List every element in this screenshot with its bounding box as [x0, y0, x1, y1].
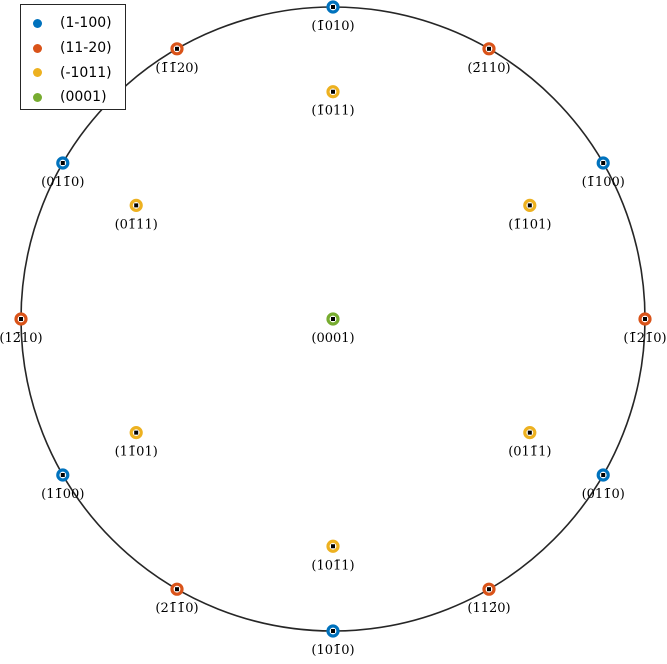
pole-label: (011̄0) [582, 487, 625, 502]
pole-label: (1̄100) [582, 175, 625, 190]
pole-label: (1̄011) [311, 104, 354, 119]
pole-marker-center [134, 430, 139, 435]
pole-marker-center [487, 46, 491, 51]
legend-label: (-1011) [60, 64, 112, 81]
pole-label: (1̄101) [508, 217, 551, 232]
pole-marker-center [487, 587, 491, 592]
legend-marker [33, 18, 42, 28]
legend: (1-100) (11-20) (-1011) (0001) [20, 4, 126, 110]
pole-marker-center [601, 473, 606, 477]
pole-marker-center [175, 587, 179, 592]
pole-label: (112̄0) [467, 601, 510, 616]
pole-marker-center [175, 46, 179, 51]
pole-marker-center [134, 203, 139, 208]
pole-label: (21̄1̄0) [155, 601, 198, 616]
pole-marker-center [527, 430, 532, 435]
pole-label: (01̄11) [115, 217, 158, 232]
pole-labels: (1̄010) (1̄100) (011̄0) (11̄00) (101̄0) (011̄… [0, 19, 667, 658]
pole-label: (101̄1) [311, 558, 354, 573]
pole-marker-center [331, 5, 335, 9]
pole-marker-center [19, 317, 23, 321]
pole-marker-center [331, 544, 335, 549]
pole-marker-center [527, 203, 532, 208]
pole-label: (1̄010) [311, 19, 354, 34]
pole-label: (12̄10) [0, 331, 43, 346]
pole-label: (11̄00) [41, 487, 84, 502]
legend-entry-1-100: (1-100) [33, 11, 125, 36]
legend-marker [33, 43, 42, 53]
pole-marker-center [60, 161, 65, 165]
pole-label: (1̄1̄20) [155, 61, 198, 76]
pole-marker-center [331, 317, 335, 321]
pole-marker-center [331, 629, 335, 633]
pole-label: (011̄1) [508, 445, 551, 460]
pole-label: (11̄01) [115, 445, 158, 460]
legend-label: (1-100) [60, 15, 112, 32]
pole-marker-center [331, 89, 335, 94]
legend-entry-minus1011: (-1011) [33, 60, 125, 85]
legend-label: (0001) [60, 89, 107, 106]
legend-entry-11-20: (11-20) [33, 36, 125, 61]
pole-label: (101̄0) [311, 643, 354, 658]
pole-label: (011̄0) [41, 175, 84, 190]
pole-markers [14, 0, 652, 638]
legend-marker [33, 92, 42, 102]
pole-label: (0001) [311, 331, 354, 346]
pole-label: (1̄21̄0) [623, 331, 666, 346]
pole-marker-center [643, 317, 647, 321]
legend-label: (11-20) [60, 40, 112, 57]
legend-marker [33, 68, 42, 78]
pole-label: (2̄110) [467, 61, 510, 76]
pole-marker-center [601, 161, 606, 165]
pole-marker-center [60, 473, 65, 477]
legend-entry-0001: (0001) [33, 85, 125, 110]
